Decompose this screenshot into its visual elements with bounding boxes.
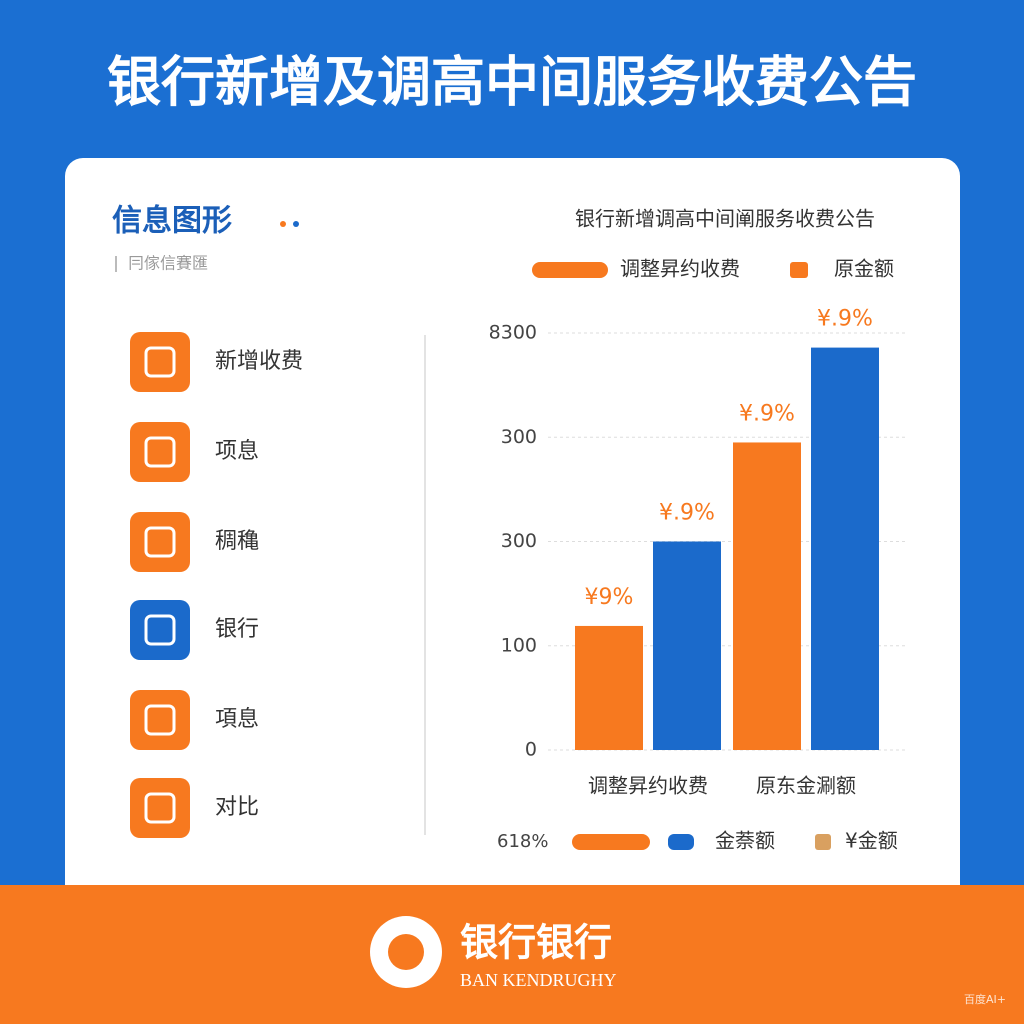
item-icon-glyph [144,704,176,736]
item-icon [130,422,190,482]
y-tick-label: 300 [501,426,537,448]
item-icon-glyph [144,526,176,558]
y-tick-label: 0 [525,739,537,761]
legend-label: ¥金额 [845,829,898,853]
dot [280,221,286,227]
page-title: 银行新增及调高中间服务收费公告 [107,51,917,114]
item-label: 稠穐 [215,529,259,554]
bar [811,347,879,750]
logo-inner [388,934,424,970]
item-label: 新增收费 [215,349,303,374]
y-tick-label: 100 [501,634,537,656]
item-icon [130,332,190,392]
watermark: 百度AI+ [964,992,1006,1006]
x-tick-label: 调整昇约收费 [588,774,708,798]
bar [653,541,721,750]
bar-label: ¥.9% [817,307,873,332]
legend-swatch [532,262,608,278]
item-icon-glyph [144,346,176,378]
bar [575,625,643,750]
panel-title: 信息图形 [112,204,232,239]
legend-swatch [572,834,650,850]
bar-label: ¥9% [585,585,634,610]
panel-subtitle: 冃傢信賽匯 [128,254,208,273]
bar-label: ¥.9% [659,501,715,526]
legend-swatch [668,834,694,850]
chart-title: 银行新增调高中间阐服务收费公告 [575,207,875,231]
item-label: 項息 [215,707,259,732]
brand-en: BAN KENDRUGHY [460,970,617,990]
item-icon-glyph [144,436,176,468]
legend-label: 调整昇约收费 [620,257,740,281]
item-icon [130,512,190,572]
x-tick-label: 原东金涮额 [756,774,856,798]
legend-label: 金萘额 [715,829,775,853]
item-label: 对比 [215,795,259,820]
item-label: 银行 [215,617,259,642]
legend-swatch [815,834,831,850]
legend-label: 原金额 [834,257,894,281]
item-icon [130,778,190,838]
brand: 银行银行 [460,921,612,965]
item-icon [130,600,190,660]
bar [733,442,801,750]
legend-swatch [790,262,808,278]
legend-caption: 618% [497,831,548,852]
item-label: 项息 [215,439,259,464]
y-tick-label: 8300 [489,322,537,344]
item-icon-glyph [144,614,176,646]
item-icon-glyph [144,792,176,824]
y-tick-label: 300 [501,530,537,552]
dot [293,221,299,227]
footer-band [0,885,1024,1024]
bar-label: ¥.9% [739,401,795,426]
item-icon [130,690,190,750]
